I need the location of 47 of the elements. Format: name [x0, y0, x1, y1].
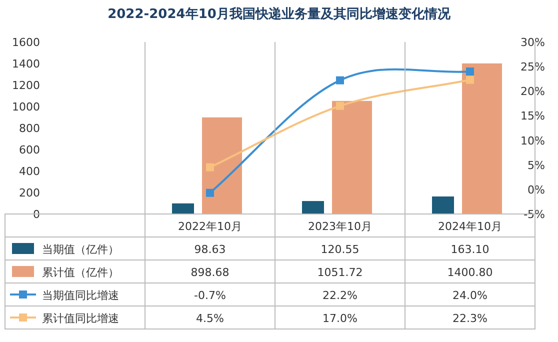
- legend-label: 当期值（亿件）: [42, 243, 119, 256]
- point: [336, 76, 344, 84]
- y2-tick-label: 5%: [528, 158, 545, 172]
- data-label: 898.68: [190, 266, 230, 279]
- data-label: 1400.80: [447, 266, 493, 279]
- y-tick-label: 800: [19, 122, 40, 135]
- chart-title: 2022-2024年10月我国快递业务量及其同比增速变化情况: [108, 6, 452, 22]
- x-tick-label: 2024年10月: [438, 220, 502, 233]
- y-tick-label: 600: [19, 144, 40, 156]
- bar: [302, 201, 324, 214]
- y-tick-label: 400: [19, 165, 40, 178]
- y-tick-label: 1400: [12, 58, 40, 70]
- y2-tick-label: 30%: [520, 36, 545, 49]
- point: [466, 67, 474, 76]
- y2-tick-label: 15%: [520, 110, 545, 123]
- bar: [332, 100, 372, 214]
- data-label: 98.63: [194, 243, 226, 256]
- y2-tick-label: 10%: [520, 134, 545, 148]
- bar: [202, 117, 242, 214]
- x-tick-label: 2022年10月: [178, 220, 242, 233]
- y2-tick-label: 0%: [528, 183, 545, 196]
- y-tick-label: 1000: [12, 100, 40, 114]
- data-label: 1051.72: [317, 266, 363, 279]
- legend-label: 累计值同比增速: [42, 312, 119, 325]
- legend-label: 当期值同比增速: [42, 289, 119, 302]
- point: [466, 76, 474, 84]
- data-label: 163.10: [450, 243, 490, 256]
- data-label: 120.55: [320, 243, 360, 256]
- y-tick-label: 1600: [12, 36, 40, 49]
- bar: [432, 196, 454, 214]
- data-label: 4.5%: [196, 312, 224, 325]
- x-tick-label: 2023年10月: [308, 220, 372, 233]
- y2-tick-label: 25%: [520, 60, 545, 74]
- y-tick-label: 200: [19, 186, 40, 200]
- bar: [462, 63, 502, 214]
- point: [206, 188, 214, 197]
- data-label: -0.7%: [194, 289, 226, 302]
- y-tick-label: 1200: [12, 79, 40, 92]
- point: [206, 163, 214, 172]
- legend-label: 累计值（亿件）: [42, 266, 119, 279]
- data-label: 22.2%: [322, 289, 358, 302]
- data-label: 17.0%: [322, 312, 358, 325]
- y2-tick-label: 20%: [520, 85, 545, 98]
- bar: [172, 203, 194, 214]
- data-label: 24.0%: [452, 289, 488, 302]
- point: [336, 102, 344, 110]
- data-label: 22.3%: [452, 312, 488, 325]
